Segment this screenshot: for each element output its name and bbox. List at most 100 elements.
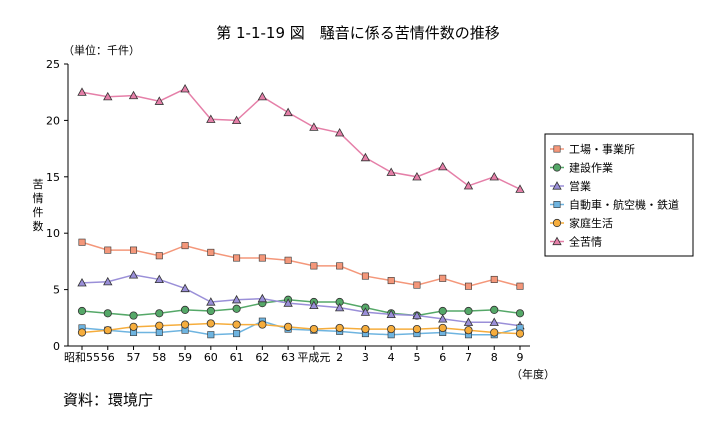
data-point [463,181,474,190]
data-point [128,270,139,279]
x-tick-label: 8 [491,351,498,364]
data-point [412,310,422,320]
data-point [130,246,138,254]
data-point [284,256,292,264]
x-tick-label: 60 [204,351,218,364]
x-tick-label: 2 [336,351,343,364]
data-point [309,324,318,334]
x-tick-label: 3 [362,351,369,364]
x-tick-label: 昭和55 [64,351,100,364]
data-point [154,274,164,284]
data-point [412,324,422,334]
data-point [257,293,268,303]
series-line [81,298,521,317]
data-point [181,242,189,250]
data-point [232,320,241,329]
legend-marker [553,145,561,153]
data-point [77,328,87,337]
data-point [180,305,190,315]
data-point [438,323,447,333]
legend-label: 営業 [569,179,591,193]
legend-label: 自動車・航空機・鉄道 [569,198,679,212]
x-tick-label: 4 [388,351,395,364]
data-point [206,306,215,316]
y-tick-label: 10 [46,227,60,240]
y-tick-label: 20 [46,114,60,127]
data-point [464,306,473,316]
y-tick-label: 0 [53,340,60,353]
y-axis-label-char: 情 [33,192,44,205]
chart-title: 第 1-1-19 図 騒音に係る苦情件数の推移 [216,24,500,42]
data-point [104,246,112,254]
data-point [490,328,499,337]
data-point [490,275,498,283]
data-point [77,306,87,316]
data-point [464,326,473,335]
data-point [464,282,472,290]
data-point [155,252,163,260]
data-point [284,322,293,331]
data-point [257,91,268,101]
data-point [334,302,345,312]
data-point [233,254,241,262]
data-point [129,311,138,320]
series-line [81,87,521,190]
data-point [515,329,525,338]
y-axis-label: 苦情件数 [33,178,44,233]
data-point [438,306,447,316]
legend-marker [553,201,561,209]
data-point [77,87,87,96]
data-point [309,122,319,131]
legend-marker [552,181,562,190]
data-point [336,262,344,270]
series-0 [78,238,524,290]
data-point [155,321,164,330]
series-2 [77,270,525,330]
series-1 [77,295,525,320]
x-tick-label: 7 [465,351,472,364]
data-point [206,319,215,328]
legend-marker [552,218,562,228]
x-axis-label: （年度） [511,367,555,381]
y-tick-label: 5 [53,284,60,297]
legend-marker [552,236,562,246]
data-point [360,307,371,316]
data-point [361,272,369,280]
data-point [335,323,344,333]
x-tick-label: 5 [413,351,420,364]
data-point [103,309,112,318]
data-point [386,167,396,176]
data-point [77,278,87,287]
data-point [180,83,190,93]
source-note: 資料：環境庁 [63,391,153,409]
data-point [180,283,190,293]
data-point [78,238,86,246]
data-point [309,300,319,309]
axes [64,63,530,350]
legend-label: 全苦情 [569,235,602,249]
data-point [258,320,267,329]
data-point [103,91,113,101]
x-tick-label: 56 [101,351,115,364]
series-5 [77,83,525,193]
data-point [438,161,448,171]
data-point [154,96,164,105]
data-point [515,184,525,193]
x-tick-label: 6 [439,351,446,364]
data-point [232,304,241,313]
data-point [489,171,499,181]
legend-marker [552,163,562,172]
data-point [103,326,112,335]
data-point [231,115,242,124]
x-tick-label: 57 [127,351,141,364]
series-group [77,83,525,339]
data-point [155,328,163,336]
data-point [515,309,525,318]
data-point [206,114,216,123]
data-point [128,90,139,100]
legend-box [544,133,694,257]
x-tick-label: 61 [230,351,244,364]
y-axis-label-char: 苦 [33,178,44,191]
series-line [81,274,521,327]
